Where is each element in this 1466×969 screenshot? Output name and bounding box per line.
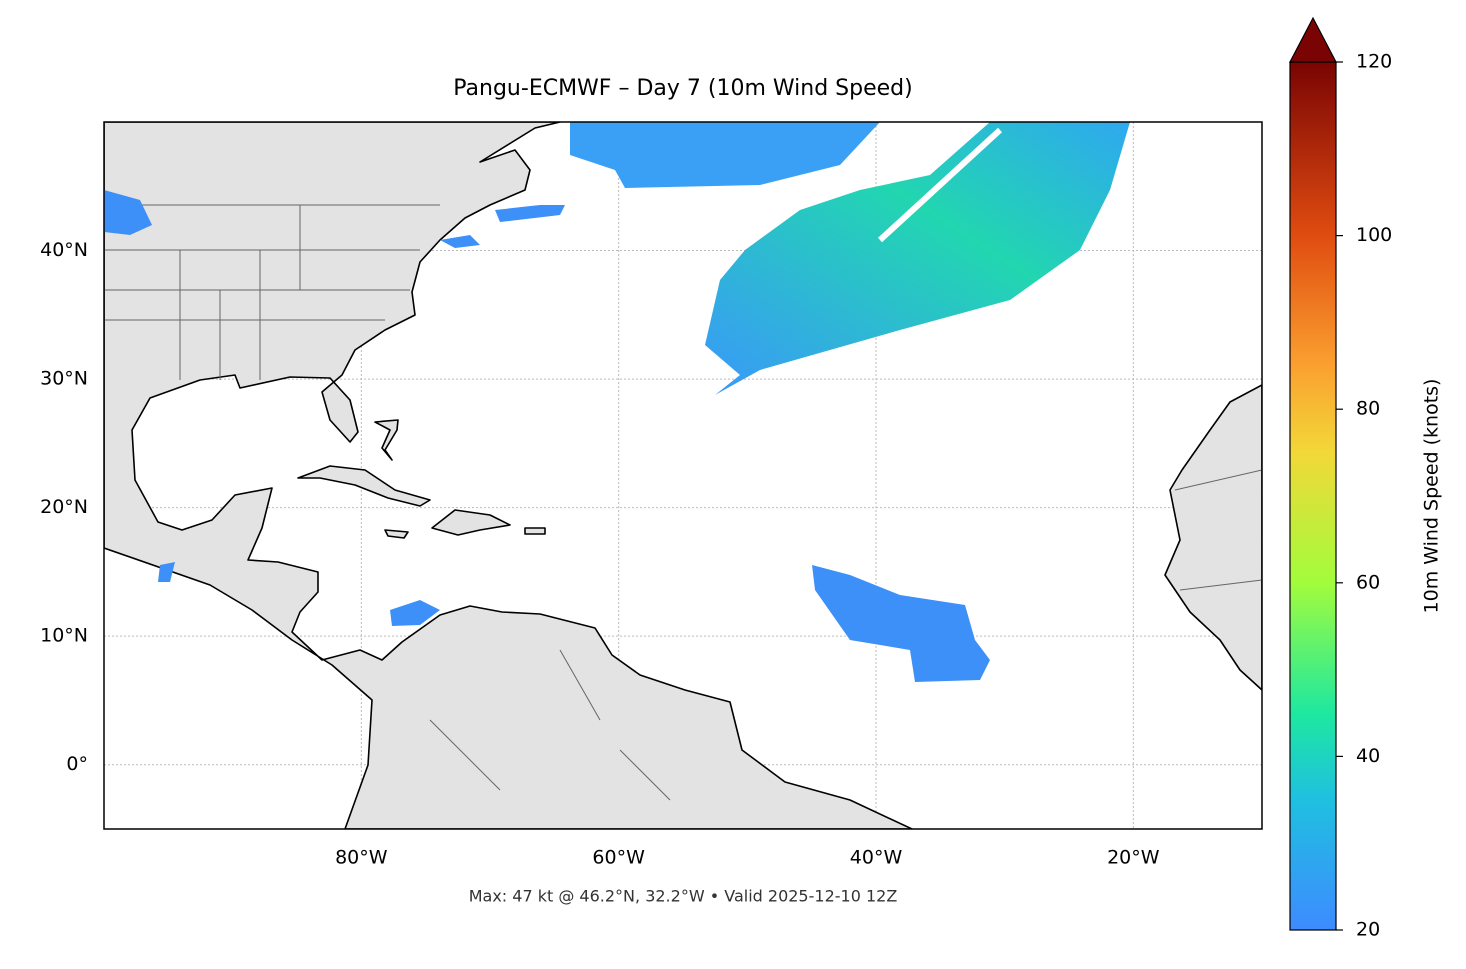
- y-tick-label: 0°: [66, 753, 88, 775]
- jamaica: [384, 529, 409, 539]
- wind-swath: [812, 565, 990, 682]
- x-tick-label: 60°W: [592, 847, 645, 869]
- x-tick-label: 40°W: [850, 847, 903, 869]
- colorbar-tick-label: 120: [1356, 51, 1392, 73]
- colorbar-tick-label: 40: [1356, 745, 1380, 767]
- colorbar-tick-label: 20: [1356, 919, 1380, 941]
- colorbar-tick-label: 60: [1356, 571, 1380, 593]
- x-tick-label: 20°W: [1107, 847, 1160, 869]
- us-borders: [104, 204, 1262, 801]
- colorbar-tick-label: 80: [1356, 398, 1380, 420]
- map-frame: [103, 121, 1263, 830]
- y-tick-label: 20°N: [40, 496, 88, 518]
- wind-swath: [705, 122, 1130, 395]
- americas: [104, 122, 913, 829]
- footer-note: Max: 47 kt @ 46.2°N, 32.2°W • Valid 2025…: [469, 887, 898, 906]
- axis-ticks: 80°W 60°W 40°W 20°W 0° 10°N 20°N 30°N 40°N 20 40 60…: [40, 51, 1392, 941]
- puerto-rico: [524, 527, 546, 535]
- wind-swath: [570, 122, 880, 188]
- africa: [1164, 384, 1262, 691]
- colorbar-tick-label: 100: [1356, 224, 1392, 246]
- y-tick-label: 40°N: [40, 239, 88, 261]
- swath-gap: [877, 127, 1003, 243]
- bahamas: [374, 419, 399, 461]
- y-tick-label: 30°N: [40, 368, 88, 390]
- colorbar-extend: [1289, 16, 1337, 63]
- map-area: [104, 122, 1262, 829]
- hispaniola: [431, 509, 511, 536]
- colorbar: [1289, 61, 1337, 931]
- x-tick-label: 80°W: [335, 847, 388, 869]
- cuba: [297, 465, 431, 507]
- colorbar-label: 10m Wind Speed (knots): [1421, 379, 1443, 614]
- y-tick-label: 10°N: [40, 625, 88, 647]
- map-title: Pangu-ECMWF – Day 7 (10m Wind Speed): [453, 76, 912, 101]
